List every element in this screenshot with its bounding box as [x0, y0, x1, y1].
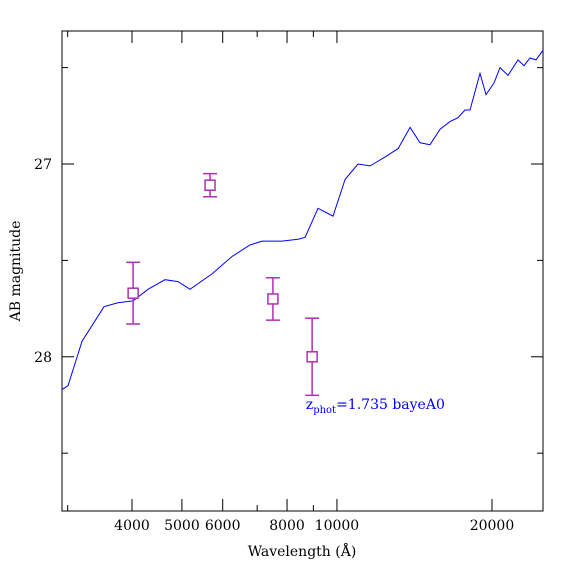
y-tick-label: 28: [34, 350, 52, 366]
point-marker: [127, 287, 139, 299]
y-axis-label: AB magnitude: [8, 221, 24, 323]
x-tick-label: 10000: [315, 518, 360, 534]
point-marker: [306, 351, 318, 363]
point-marker: [204, 179, 216, 191]
annotation-rest: =1.735 bayeA0: [336, 397, 445, 413]
annotation-sub: phot: [313, 405, 336, 416]
annotation-main: z: [306, 397, 313, 413]
model-line: [61, 50, 544, 391]
y-tick-label: 27: [34, 157, 52, 173]
x-tick-label: 20000: [470, 518, 515, 534]
x-tick-label: 5000: [164, 518, 200, 534]
data-point: [265, 276, 280, 321]
plot-frame: [61, 30, 544, 512]
x-tick-label: 8000: [269, 518, 305, 534]
annotation: zphot=1.735 bayeA0: [306, 397, 445, 416]
x-axis-label: Wavelength (Å): [248, 542, 357, 560]
data-point: [126, 261, 141, 325]
data-point: [305, 317, 320, 397]
data-point: [203, 172, 218, 198]
x-tick-label: 6000: [205, 518, 241, 534]
point-marker: [267, 293, 279, 305]
x-tick-label: 4000: [114, 518, 150, 534]
